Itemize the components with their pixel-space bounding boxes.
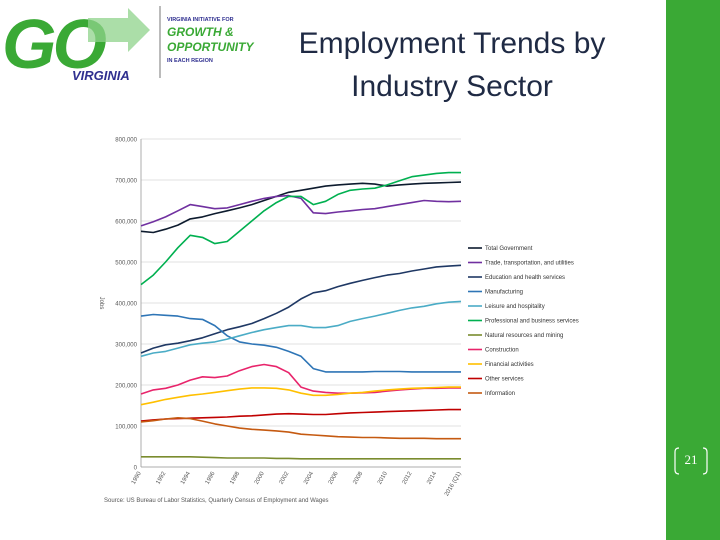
x-tick-label: 2012 — [402, 470, 414, 485]
y-tick-label: 200,000 — [115, 384, 137, 390]
series-line — [140, 171, 461, 286]
series-line — [140, 194, 462, 227]
logo-opportunity: OPPORTUNITY — [167, 40, 254, 54]
y-tick-label: 600,000 — [115, 220, 137, 226]
series-line — [140, 313, 461, 373]
x-tick-label: 2004 — [303, 470, 315, 485]
logo-initiative-line: VIRGINIA INITIATIVE FOR — [167, 17, 234, 23]
x-tick-label: 1994 — [180, 470, 192, 485]
series-line — [140, 300, 462, 358]
logo-state-name: VIRGINIA — [72, 68, 130, 83]
series-line — [140, 416, 461, 440]
page-number: 21 — [684, 452, 698, 467]
employment-chart: 0 100,000 200,000 300,000 400,000 500,000 600,… — [96, 130, 606, 510]
legend-label: Other services — [485, 377, 524, 383]
series-line — [141, 455, 461, 460]
series-line — [140, 408, 461, 422]
page-number-brackets — [674, 447, 708, 475]
y-tick-label: 100,000 — [115, 425, 137, 431]
x-tick-label: 1998 — [229, 470, 241, 485]
y-tick-label: 800,000 — [115, 138, 137, 144]
legend-label: Manufacturing — [485, 290, 523, 296]
legend-label: Natural resources and mining — [485, 333, 563, 339]
y-axis-label: Jobs — [98, 297, 104, 310]
y-tick-label: 400,000 — [115, 302, 137, 308]
slide-title-line2: Industry Sector — [351, 70, 553, 103]
x-tick-label: 2006 — [328, 470, 340, 485]
x-tick-label: 2010 — [377, 470, 389, 485]
x-tick-label: 1996 — [205, 470, 217, 485]
x-tick-label: 1992 — [155, 470, 167, 485]
legend-label: Trade, transportation, and utilities — [485, 261, 574, 267]
go-virginia-logo: GO VIRGINIA VIRGINIA INITIATIVE FOR GROW… — [2, 5, 254, 83]
series-line — [140, 386, 461, 406]
legend-label: Professional and business services — [485, 319, 579, 325]
y-tick-label: 500,000 — [115, 261, 137, 267]
series-line — [140, 363, 461, 395]
slide-title: Employment Trends by Industry Sector — [262, 22, 642, 108]
series-line — [140, 181, 462, 234]
x-tick-label: 2000 — [254, 470, 266, 485]
legend-label: Education and health services — [485, 275, 565, 281]
logo-growth: GROWTH & — [167, 25, 234, 39]
y-tick-label: 0 — [134, 466, 138, 472]
x-tick-label: 2014 — [426, 470, 438, 485]
chart-source-note: Source: US Bureau of Labor Statistics, Q… — [104, 498, 329, 504]
y-tick-label: 700,000 — [115, 179, 137, 185]
y-tick-label: 300,000 — [115, 343, 137, 349]
x-tick-label: 2002 — [279, 470, 291, 485]
x-tick-label: 2016 (Q1) — [444, 471, 463, 497]
legend-label: Total Government — [485, 246, 533, 252]
logo-region-line: IN EACH REGION — [167, 58, 213, 64]
legend-label: Construction — [485, 348, 519, 354]
legend-label: Information — [485, 391, 515, 397]
legend-label: Leisure and hospitality — [485, 304, 545, 310]
slide-title-line1: Employment Trends by — [298, 27, 606, 60]
legend-label: Financial activities — [485, 362, 534, 368]
x-tick-label: 1990 — [131, 470, 143, 485]
x-tick-label: 2008 — [352, 470, 364, 485]
series-line — [140, 264, 462, 354]
logo-arrow-icon — [88, 8, 150, 52]
